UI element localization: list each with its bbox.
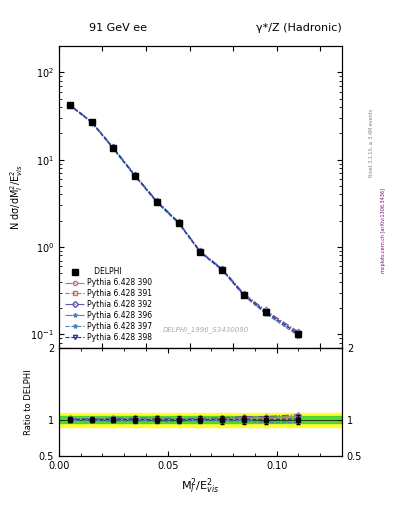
Text: Rivet 3.1.10, ≥ 3.4M events: Rivet 3.1.10, ≥ 3.4M events	[369, 109, 374, 178]
Text: DELPHI_1996_S3430090: DELPHI_1996_S3430090	[163, 326, 249, 333]
Text: γ*/Z (Hadronic): γ*/Z (Hadronic)	[256, 23, 342, 33]
Text: 91 GeV ee: 91 GeV ee	[89, 23, 147, 33]
X-axis label: M$_l^2$/E$_{vis}^2$: M$_l^2$/E$_{vis}^2$	[181, 476, 220, 496]
Y-axis label: Ratio to DELPHI: Ratio to DELPHI	[24, 369, 33, 435]
Legend:    DELPHI, Pythia 6.428 390, Pythia 6.428 391, Pythia 6.428 392, Pythia 6.428 39: DELPHI, Pythia 6.428 390, Pythia 6.428 3…	[63, 265, 154, 344]
Text: mcplots.cern.ch [arXiv:1306.3436]: mcplots.cern.ch [arXiv:1306.3436]	[381, 188, 386, 273]
Y-axis label: N dσ/dM$_l^2$/E$_{vis}^2$: N dσ/dM$_l^2$/E$_{vis}^2$	[8, 164, 25, 230]
